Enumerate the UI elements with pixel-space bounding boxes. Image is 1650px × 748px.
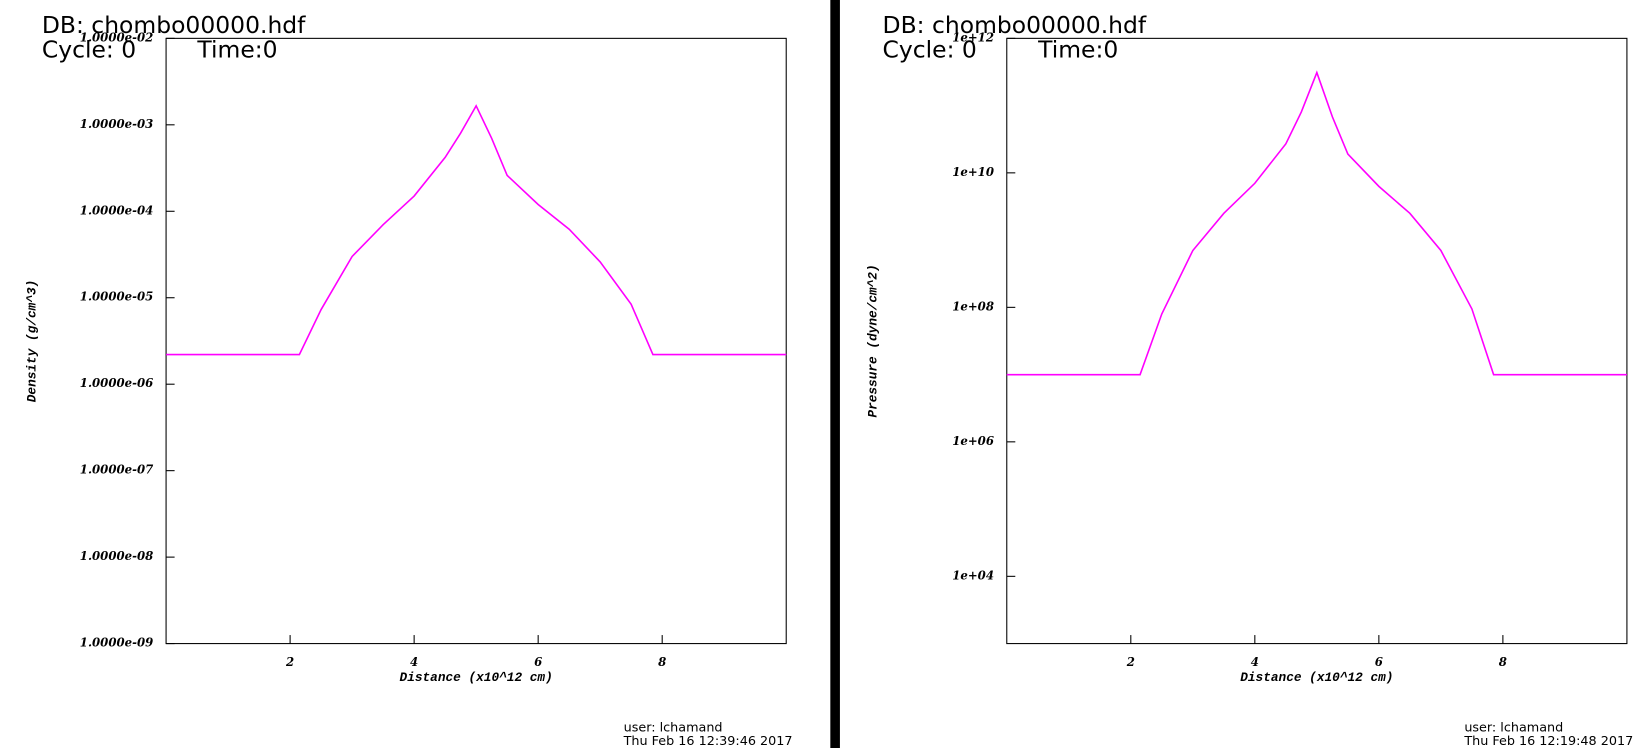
plot-frame [1006, 37, 1628, 645]
x-tick-label: 4 [410, 655, 418, 669]
cycle-label: Cycle: 0 [883, 36, 977, 64]
data-line [166, 104, 787, 356]
y-tick-label: 1.0000e-02 [80, 30, 153, 44]
y-tick-label: 1e+12 [952, 30, 994, 44]
db-label: DB: chombo00000.hdf [883, 11, 1147, 39]
user-label: user: lchamand [624, 720, 723, 735]
y-tick-label: 1.0000e-09 [80, 636, 153, 650]
y-tick-label: 1e+10 [952, 165, 995, 179]
y-tick-label: 1e+06 [952, 434, 994, 448]
x-tick-label: 8 [1499, 655, 1507, 669]
y-axis-label: Pressure (dyne/cm^2) [865, 264, 880, 417]
x-axis-label: Distance (x10^12 cm) [400, 670, 553, 685]
divider [830, 0, 840, 748]
plot-frame [165, 37, 787, 645]
cycle-label: Cycle: 0 [42, 36, 136, 64]
timestamp: Thu Feb 16 12:39:46 2017 [623, 734, 793, 748]
user-label: user: lchamand [1464, 720, 1563, 735]
x-tick-label: 2 [285, 655, 294, 669]
y-tick-label: 1e+04 [952, 568, 994, 582]
y-tick-label: 1.0000e-06 [80, 376, 153, 390]
y-axis-label: Density (g/cm^3) [25, 280, 40, 403]
data-line [1006, 70, 1627, 376]
y-tick-label: 1e+08 [952, 299, 994, 313]
x-axis-label: Distance (x10^12 cm) [1240, 670, 1393, 685]
x-tick-label: 6 [1375, 655, 1383, 669]
y-tick-label: 1.0000e-03 [80, 117, 153, 131]
time-label: Time:0 [1037, 36, 1118, 64]
y-tick-label: 1.0000e-04 [80, 203, 153, 217]
x-tick-label: 2 [1126, 655, 1135, 669]
x-tick-label: 8 [658, 655, 666, 669]
x-tick-label: 4 [1251, 655, 1259, 669]
db-label: DB: chombo00000.hdf [42, 11, 306, 39]
timestamp: Thu Feb 16 12:19:48 2017 [1463, 734, 1633, 748]
time-label: Time:0 [196, 36, 277, 64]
y-tick-label: 1.0000e-05 [80, 290, 153, 304]
y-tick-label: 1.0000e-08 [80, 549, 153, 563]
y-tick-label: 1.0000e-07 [80, 463, 154, 477]
x-tick-label: 6 [534, 655, 542, 669]
